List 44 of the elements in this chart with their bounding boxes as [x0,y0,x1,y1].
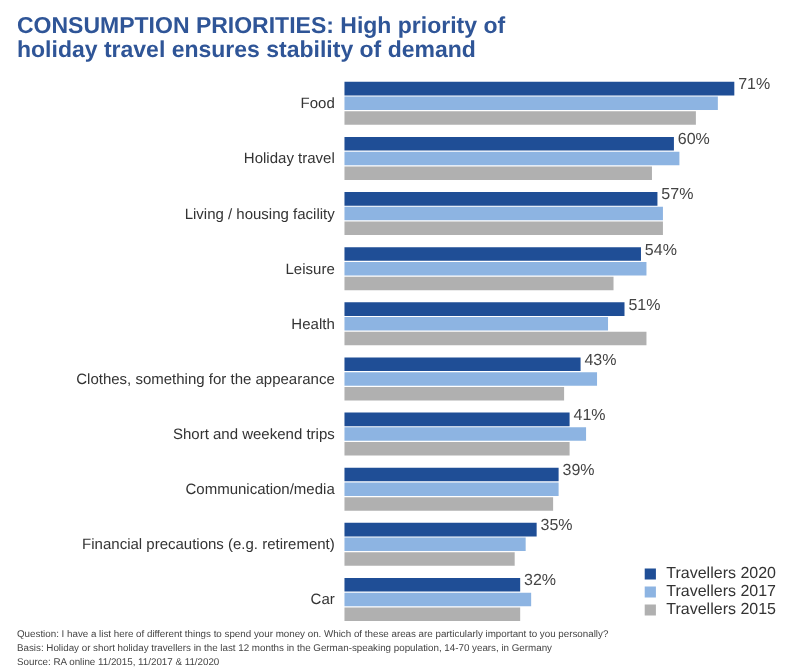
bar [344,206,663,221]
bar [344,166,652,180]
bar [344,247,641,261]
bar [344,442,570,456]
bar [344,537,526,552]
data-label: 39% [562,461,595,480]
legend-label: Travellers 2015 [666,600,776,618]
data-label: 32% [524,571,557,590]
bar [344,111,696,125]
chart-title: CONSUMPTION PRIORITIES: High priority of holiday travel ensures stability of demand [17,15,506,63]
bar [344,192,658,206]
data-label: 54% [644,240,677,259]
bar [344,221,663,236]
legend-label: Travellers 2017 [666,582,776,600]
data-label: 60% [677,130,710,149]
data-label: 51% [628,295,661,314]
bar [344,372,598,386]
bar [344,261,647,276]
bar [344,522,537,537]
bar [344,592,532,607]
data-label: 57% [661,185,694,204]
bar [344,386,565,401]
bar [344,607,521,621]
bar [344,96,718,111]
bar [344,412,570,427]
bar [344,357,581,371]
data-label: 35% [540,516,573,535]
bar [344,467,559,482]
bar [344,136,674,151]
data-label: 41% [573,405,606,424]
bar [344,151,680,166]
bar [344,276,614,291]
bar [344,331,647,346]
bar [344,552,515,566]
legend-label: Travellers 2020 [666,564,776,582]
bar [344,317,609,331]
bar [344,497,554,511]
bar [344,81,735,96]
bar [344,302,625,316]
bar [344,427,587,441]
bar [344,482,559,496]
data-label: 43% [584,350,617,369]
bar [344,577,521,592]
data-label: 71% [738,75,771,94]
